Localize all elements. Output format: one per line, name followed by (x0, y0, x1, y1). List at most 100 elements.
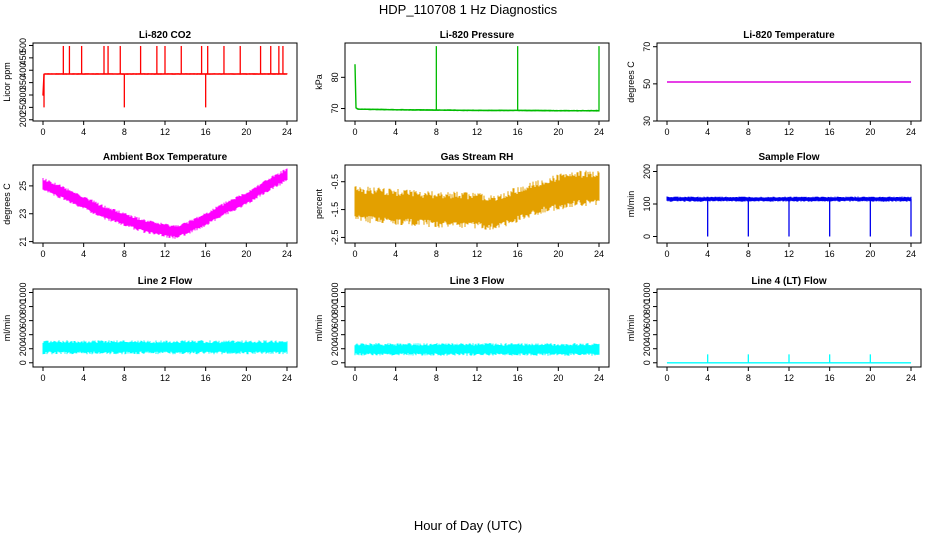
x-tick-label: 0 (40, 373, 45, 383)
series-center (42, 73, 287, 96)
chart-title: Sample Flow (758, 152, 819, 163)
y-tick-label: 0 (18, 360, 28, 365)
y-tick-label: 25 (18, 181, 28, 191)
y-tick-label: 300 (18, 87, 28, 102)
y-tick-label: 200 (642, 341, 652, 356)
series-line (42, 340, 288, 355)
series-line (354, 46, 600, 112)
x-tick-label: 12 (472, 373, 482, 383)
y-tick-label: 30 (642, 116, 652, 126)
y-tick-label: 200 (642, 164, 652, 179)
y-tick-label: 1000 (18, 282, 28, 302)
series-band (354, 170, 600, 230)
y-tick-label: 600 (642, 313, 652, 328)
x-tick-label: 20 (241, 127, 251, 137)
y-tick-label: -1.5 (330, 202, 340, 218)
y-axis-label: degrees C (2, 183, 12, 225)
x-tick-label: 20 (553, 127, 563, 137)
y-tick-label: 400 (330, 327, 340, 342)
x-tick-label: 24 (594, 249, 604, 259)
y-tick-label: 600 (18, 313, 28, 328)
y-tick-label: 70 (642, 42, 652, 52)
x-tick-label: 8 (122, 249, 127, 259)
y-tick-label: 23 (18, 209, 28, 219)
x-tick-label: 12 (160, 373, 170, 383)
x-tick-label: 20 (553, 249, 563, 259)
x-tick-label: 4 (81, 249, 86, 259)
chart-title: Line 2 Flow (138, 276, 193, 287)
x-axis-label: Hour of Day (UTC) (413, 518, 523, 533)
chart-panel: Gas Stream RH percent 0 4 8 12 16 20 24 -2.5 -1.5 -… (314, 152, 610, 259)
x-tick-label: 4 (705, 127, 710, 137)
x-tick-label: 0 (352, 373, 357, 383)
series-center (354, 188, 599, 213)
y-tick-label: 200 (18, 341, 28, 356)
x-tick-label: 4 (81, 373, 86, 383)
y-axis-label: ml/min (2, 315, 12, 342)
y-tick-label: 70 (330, 104, 340, 114)
series-band (354, 64, 600, 112)
series-line (354, 343, 600, 356)
plot-box (32, 288, 298, 368)
series-center (42, 174, 288, 233)
y-axis-label: Licor ppm (2, 62, 12, 102)
x-tick-label: 24 (594, 373, 604, 383)
x-tick-label: 4 (393, 373, 398, 383)
x-tick-label: 8 (434, 373, 439, 383)
x-tick-label: 4 (81, 127, 86, 137)
chart-title: Line 3 Flow (450, 276, 505, 287)
y-axis-label: ml/min (626, 191, 636, 218)
x-tick-label: 16 (201, 127, 211, 137)
chart-panel: Line 2 Flow ml/min 0 4 8 12 16 20 24 0 20040060080… (2, 276, 298, 383)
x-tick-label: 20 (553, 373, 563, 383)
x-tick-label: 0 (664, 249, 669, 259)
y-tick-label: -0.5 (330, 174, 340, 190)
y-tick-label: 21 (18, 237, 28, 247)
x-tick-label: 16 (201, 373, 211, 383)
y-tick-label: 100 (642, 196, 652, 211)
x-tick-label: 12 (784, 249, 794, 259)
x-tick-label: 12 (472, 127, 482, 137)
chart-title: Li-820 Temperature (743, 30, 835, 41)
x-tick-label: 0 (40, 249, 45, 259)
x-tick-label: 4 (705, 373, 710, 383)
chart-panel: Ambient Box Temperature degrees C 0 4 8 12 16 2… (2, 152, 298, 259)
x-tick-label: 16 (513, 127, 523, 137)
chart-title: Li-820 Pressure (440, 30, 515, 41)
y-axis-label: percent (314, 188, 324, 219)
y-tick-label: 0 (642, 360, 652, 365)
y-tick-label: -2.5 (330, 230, 340, 246)
chart-panel: Line 4 (LT) Flow ml/min 0 4 8 12 16 20 24 0 200400… (626, 276, 922, 383)
y-tick-label: 800 (642, 299, 652, 314)
series-band (42, 168, 288, 239)
x-tick-label: 16 (513, 373, 523, 383)
x-tick-label: 16 (825, 127, 835, 137)
series-line (354, 170, 600, 230)
x-tick-label: 24 (906, 127, 916, 137)
x-tick-label: 24 (282, 127, 292, 137)
series-center (354, 64, 599, 112)
x-tick-label: 16 (825, 373, 835, 383)
chart-panel: Li-820 CO2 Licor ppm 0 4 8 12 16 20 24 2002503003… (2, 30, 298, 137)
x-tick-label: 8 (434, 249, 439, 259)
x-tick-label: 24 (594, 127, 604, 137)
x-tick-label: 20 (865, 249, 875, 259)
x-tick-label: 20 (865, 373, 875, 383)
y-tick-label: 800 (18, 299, 28, 314)
y-axis-label: degrees C (626, 61, 636, 103)
x-tick-label: 12 (784, 373, 794, 383)
y-tick-label: 800 (330, 299, 340, 314)
chart-title: Gas Stream RH (441, 152, 514, 163)
series-band (42, 73, 288, 96)
x-tick-label: 12 (160, 127, 170, 137)
x-tick-label: 8 (434, 127, 439, 137)
y-tick-label: 500 (18, 38, 28, 53)
x-tick-label: 12 (784, 127, 794, 137)
x-tick-label: 24 (906, 249, 916, 259)
chart-panel: Line 3 Flow ml/min 0 4 8 12 16 20 24 0 20040060080… (314, 276, 610, 383)
y-tick-label: 250 (18, 100, 28, 115)
x-tick-label: 16 (201, 249, 211, 259)
y-tick-label: 50 (642, 79, 652, 89)
x-tick-label: 0 (664, 127, 669, 137)
y-tick-label: 0 (330, 360, 340, 365)
